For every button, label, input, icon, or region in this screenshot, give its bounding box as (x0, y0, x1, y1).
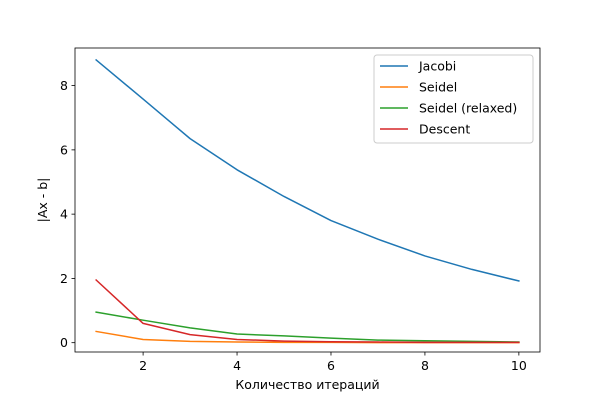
y-tick-label: 2 (60, 271, 68, 286)
y-tick-label: 0 (60, 335, 68, 350)
x-tick-label: 8 (421, 358, 429, 373)
y-tick-label: 4 (60, 207, 68, 222)
series-line-0 (95, 58, 520, 282)
x-axis-label: Количество итераций (235, 377, 379, 392)
legend-label: Jacobi (418, 59, 456, 74)
series-line-2 (95, 311, 520, 343)
legend-label: Seidel (419, 80, 457, 95)
legend: Jacobi Seidel Seidel (relaxed) Descent (373, 54, 534, 144)
series-line-3 (95, 278, 520, 344)
y-axis-ticks: 0 2 4 6 8 (60, 78, 75, 350)
x-tick-label: 4 (233, 358, 241, 373)
x-axis-ticks: 2 4 6 8 10 (139, 352, 527, 373)
axes-frame (74, 47, 541, 353)
x-tick-label: 6 (327, 358, 335, 373)
y-axis-label: |Ax - b| (35, 178, 50, 223)
legend-label: Descent (419, 122, 470, 137)
series-layer (95, 58, 520, 344)
legend-label: Seidel (relaxed) (419, 101, 517, 116)
x-tick-label: 2 (139, 358, 147, 373)
y-tick-label: 8 (60, 78, 68, 93)
plot-area (74, 47, 541, 353)
y-tick-label: 6 (60, 142, 68, 157)
x-tick-label: 10 (511, 358, 527, 373)
legend-box (373, 54, 534, 144)
